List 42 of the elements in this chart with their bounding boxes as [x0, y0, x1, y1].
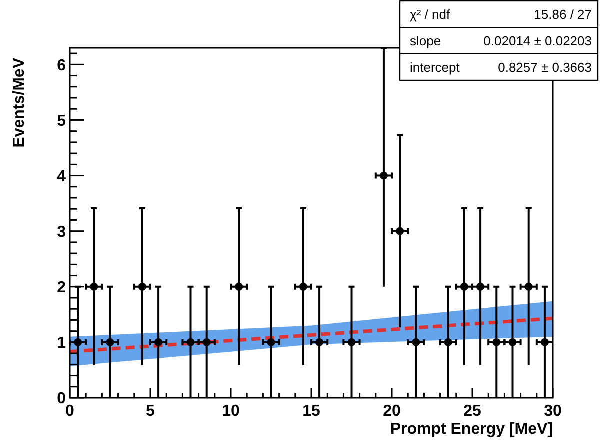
point [540, 338, 549, 346]
x-tick-label: 5 [146, 403, 156, 420]
annotation: 0.8257 ± 0.3663 [498, 60, 592, 75]
x-axis-title: Prompt Energy [MeV] [390, 421, 553, 438]
y-tick-label: 0 [57, 390, 66, 408]
point [186, 338, 195, 346]
y-tick-label: 6 [57, 57, 66, 74]
annotation: intercept [410, 60, 460, 75]
point [492, 338, 501, 346]
point [508, 338, 517, 346]
annotation: 0.02014 ± 0.02203 [484, 33, 592, 48]
text: χ² / ndf [410, 6, 450, 22]
x-tick-label: 25 [464, 403, 482, 420]
x-tick-label: 30 [544, 403, 562, 420]
point [267, 338, 276, 346]
x-tick-label: 10 [222, 403, 240, 420]
y-tick-label: 5 [57, 112, 66, 130]
y-tick-label: 4 [57, 168, 66, 186]
point [299, 282, 308, 291]
point [412, 338, 420, 346]
point [524, 282, 533, 291]
annotation: slope [410, 33, 442, 48]
y-tick-label: 1 [57, 335, 66, 352]
point [202, 338, 211, 346]
point [444, 338, 452, 346]
point [316, 338, 324, 346]
point [396, 227, 404, 236]
point [154, 338, 163, 346]
point [460, 282, 468, 291]
point [348, 338, 356, 346]
text: 15.86 / 27 [534, 6, 592, 22]
point [106, 338, 114, 346]
y-tick-label: 2 [57, 279, 66, 296]
y-axis-title: Events/MeV [11, 58, 28, 148]
point [380, 172, 388, 180]
point [235, 282, 244, 291]
y-tick-label: 3 [57, 224, 66, 241]
x-tick-label: 20 [383, 403, 401, 420]
point [90, 282, 98, 291]
x-tick-label: 15 [302, 403, 320, 420]
point [138, 282, 146, 291]
point [476, 282, 485, 291]
